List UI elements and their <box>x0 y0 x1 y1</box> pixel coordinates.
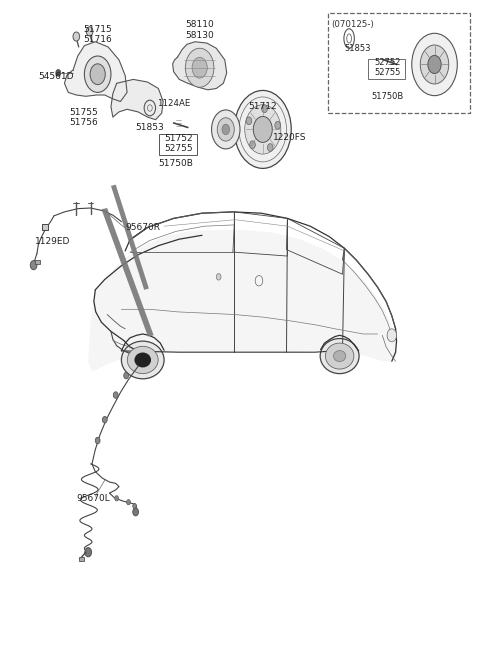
Ellipse shape <box>320 339 359 373</box>
Circle shape <box>250 141 255 149</box>
Circle shape <box>102 417 107 423</box>
Circle shape <box>84 56 111 92</box>
Circle shape <box>56 69 60 76</box>
Text: (070125-): (070125-) <box>332 20 374 29</box>
Circle shape <box>246 117 252 124</box>
Text: 95670L: 95670L <box>76 495 110 504</box>
Circle shape <box>387 329 396 342</box>
Circle shape <box>262 105 267 113</box>
Polygon shape <box>111 79 163 120</box>
Circle shape <box>113 392 118 398</box>
Text: 51750B: 51750B <box>371 92 403 101</box>
Circle shape <box>428 56 441 73</box>
Circle shape <box>412 33 457 96</box>
Circle shape <box>217 118 234 141</box>
Text: 51715
51716: 51715 51716 <box>84 25 112 45</box>
Circle shape <box>420 45 449 84</box>
Text: 1220FS: 1220FS <box>273 133 307 141</box>
Circle shape <box>133 508 138 516</box>
Bar <box>368 59 405 79</box>
Circle shape <box>192 58 207 78</box>
Text: 58110
58130: 58110 58130 <box>185 20 214 40</box>
Circle shape <box>127 500 131 505</box>
Circle shape <box>85 548 92 557</box>
Circle shape <box>216 274 221 280</box>
Circle shape <box>222 124 229 135</box>
Ellipse shape <box>127 346 158 373</box>
Text: 52752
52755: 52752 52755 <box>374 58 400 77</box>
Circle shape <box>253 117 272 142</box>
Text: 51853: 51853 <box>135 123 164 132</box>
Bar <box>159 134 197 155</box>
Circle shape <box>115 496 119 501</box>
Text: 51853: 51853 <box>344 44 371 53</box>
Circle shape <box>133 504 137 509</box>
Ellipse shape <box>325 343 354 369</box>
Circle shape <box>86 27 93 36</box>
Text: 1124AE: 1124AE <box>157 99 191 108</box>
Circle shape <box>90 64 105 84</box>
Bar <box>328 12 470 113</box>
Text: 1129ED: 1129ED <box>35 236 71 246</box>
Text: 51755
51756: 51755 51756 <box>69 108 98 128</box>
Circle shape <box>124 372 129 379</box>
Bar <box>35 260 40 264</box>
Bar <box>79 557 84 561</box>
Polygon shape <box>111 185 149 290</box>
Circle shape <box>212 110 240 149</box>
Text: 51712: 51712 <box>249 102 277 111</box>
Ellipse shape <box>121 341 164 379</box>
Circle shape <box>96 438 100 443</box>
Circle shape <box>30 261 37 270</box>
Circle shape <box>234 90 291 168</box>
Text: 51752
52755: 51752 52755 <box>164 134 192 153</box>
Polygon shape <box>173 42 227 90</box>
Polygon shape <box>64 42 127 102</box>
Ellipse shape <box>334 350 346 362</box>
Ellipse shape <box>134 352 151 367</box>
Circle shape <box>185 48 214 87</box>
Circle shape <box>245 105 281 154</box>
Polygon shape <box>88 230 396 371</box>
Circle shape <box>73 32 80 41</box>
Circle shape <box>275 121 280 129</box>
Polygon shape <box>101 208 154 337</box>
Bar <box>42 223 48 230</box>
Text: 95670R: 95670R <box>125 223 160 232</box>
Circle shape <box>267 143 273 151</box>
Text: 54561D: 54561D <box>38 71 74 81</box>
Text: 51750B: 51750B <box>158 159 193 168</box>
Ellipse shape <box>136 354 149 365</box>
